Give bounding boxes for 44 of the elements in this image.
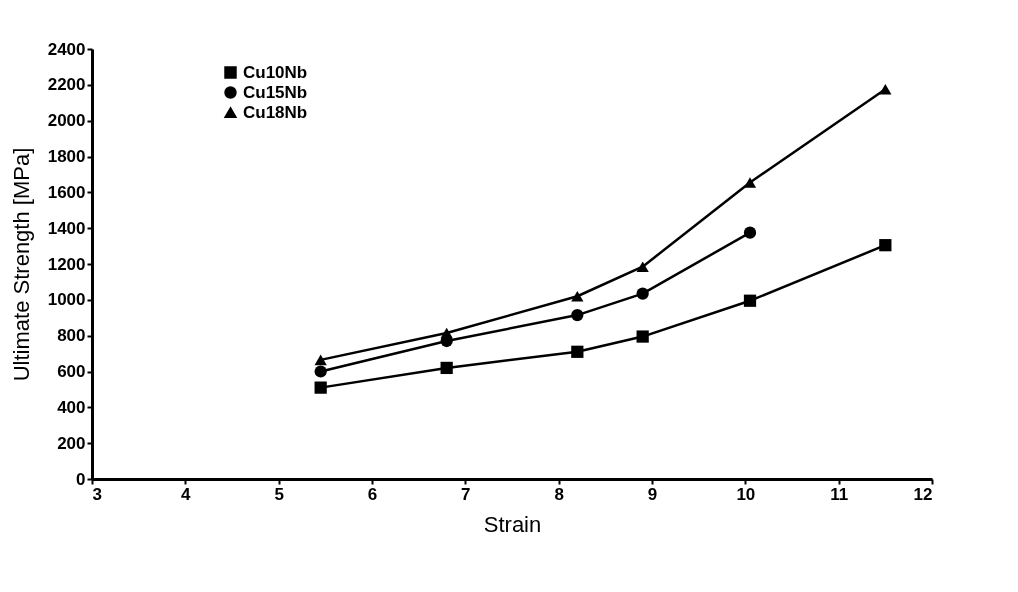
y-tick-label: 2400 — [47, 39, 86, 59]
point — [743, 226, 757, 239]
y-tick-label: 200 — [57, 433, 86, 453]
x-tick-label: 6 — [367, 484, 378, 504]
y-tick-label: 0 — [76, 469, 86, 489]
point — [879, 84, 892, 95]
y-tick-label: 1600 — [47, 182, 86, 202]
point — [571, 345, 584, 358]
point — [314, 381, 327, 394]
x-tick-label: 8 — [554, 484, 564, 504]
y-tick-label: 600 — [57, 362, 86, 381]
x-tick-label: 9 — [647, 484, 658, 504]
x-tick-label: 11 — [830, 484, 849, 504]
point — [636, 261, 649, 272]
legend-label: Cu18Nb — [243, 102, 308, 122]
x-tick-label: 3 — [92, 484, 102, 504]
point — [314, 354, 327, 366]
x-axis-title: Strain — [483, 511, 542, 537]
y-tick-label: 1200 — [47, 254, 86, 274]
point — [571, 290, 584, 302]
legend-label: Cu10Nb — [243, 62, 308, 82]
y-tick-label: 2200 — [47, 75, 86, 95]
y-tick-label: 1400 — [47, 218, 86, 238]
point — [879, 239, 892, 252]
y-tick-label: 400 — [57, 397, 86, 417]
point — [440, 327, 453, 339]
x-tick-label: 5 — [274, 484, 284, 504]
y-tick-label: 800 — [57, 326, 86, 346]
point — [571, 308, 584, 322]
y-tick-label: 2000 — [47, 111, 86, 131]
y-axis-title: Ultimate Strength [MPa] — [8, 147, 34, 382]
point — [743, 177, 757, 188]
point — [440, 361, 453, 375]
x-tick-label: 4 — [181, 484, 192, 504]
x-tick-label: 12 — [913, 484, 933, 504]
y-tick-label: 1800 — [47, 147, 86, 166]
y-tick-label: 1000 — [47, 290, 86, 310]
legend-label: Cu15Nb — [243, 82, 308, 102]
point — [314, 365, 327, 378]
x-tick-label: 7 — [461, 484, 471, 504]
point — [743, 294, 757, 307]
point — [636, 287, 649, 300]
point — [636, 330, 649, 343]
x-tick-label: 10 — [736, 484, 756, 504]
